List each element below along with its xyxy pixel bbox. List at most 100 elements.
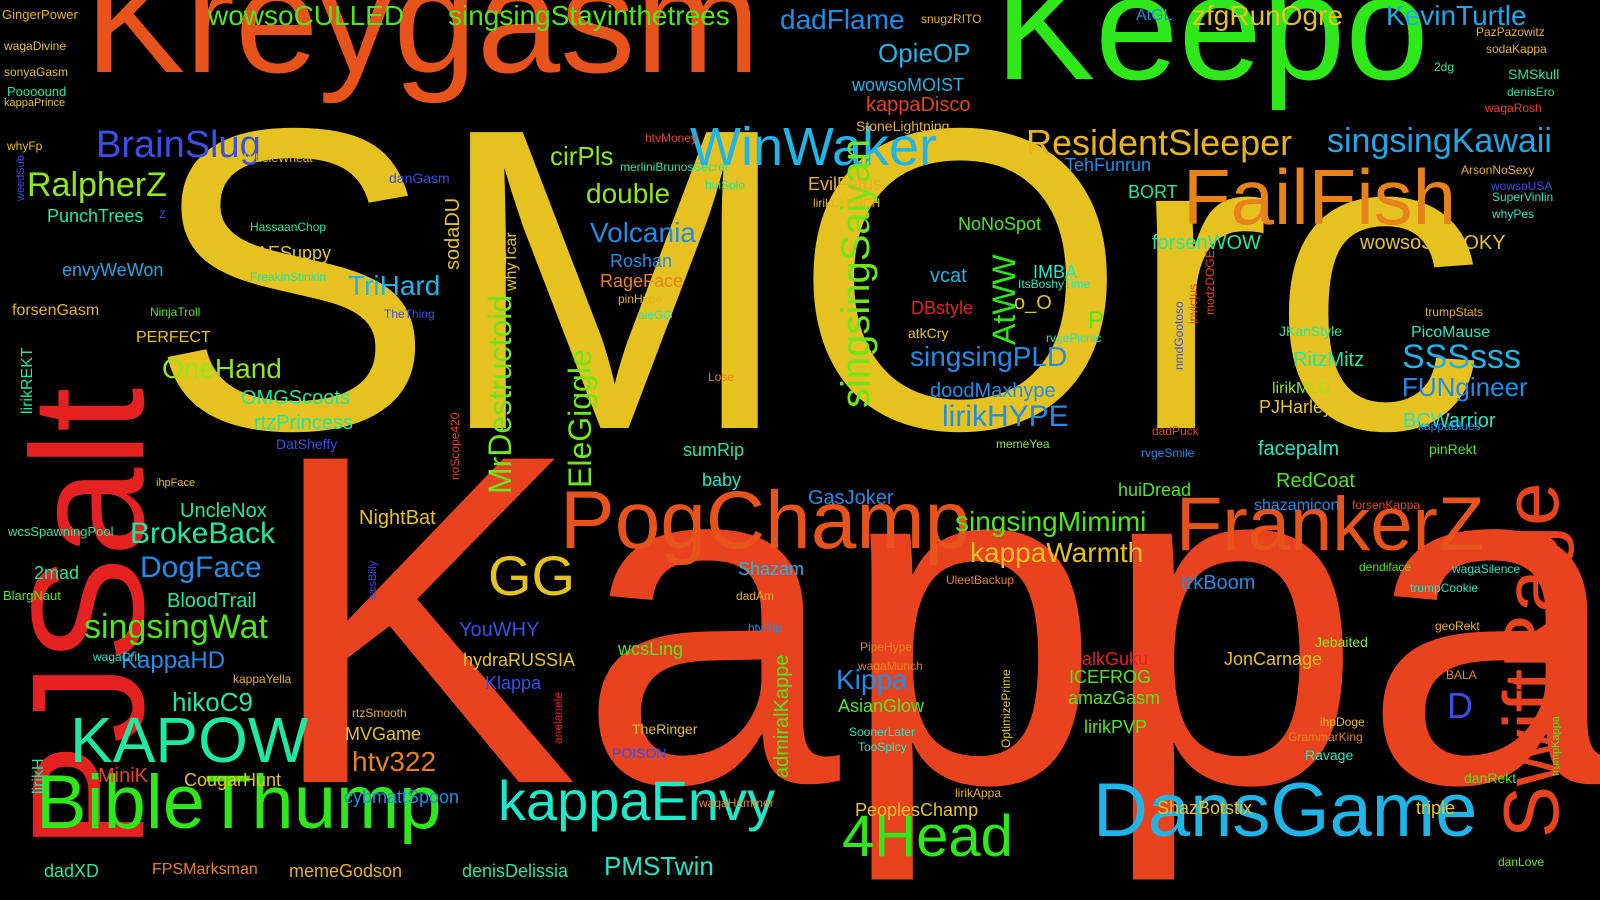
cloud-word: TehFunrun [1065,155,1152,175]
cloud-word: lirikHYPE [942,400,1069,433]
cloud-word: htvRip [748,621,783,635]
cloud-word: dadFlame [780,4,905,35]
cloud-word: PERFECT [136,329,211,346]
cloud-word: IMBA [1033,262,1078,282]
cloud-word: triple [1416,798,1456,818]
cloud-word: GingerPower [2,7,78,22]
cloud-word: Volcania [590,217,696,248]
cloud-word: whyFp [7,139,43,153]
cloud-word: singsingWat [84,608,268,646]
cloud-word: baby [702,470,742,490]
cloud-word: rtzSmooth [352,706,407,720]
cloud-word: huiSolo [705,178,746,192]
cloud-word: cirPls [550,141,614,171]
cloud-word: Jebaited [1315,634,1368,650]
cloud-word: lirikH [30,758,47,794]
cloud-word: PicoMause [1411,324,1491,341]
cloud-word: atkCry [908,325,949,341]
cloud-word: DatSheffy [276,436,338,452]
cloud-word: weedSub [15,155,27,201]
cloud-word: JonCarnage [1224,649,1323,669]
cloud-word: dendiface [1359,560,1412,574]
cloud-word: singsingMimimi [955,506,1147,537]
cloud-word: pinHype [618,292,663,306]
cloud-word: FailFish [1183,153,1457,241]
cloud-word: Lose [708,370,735,384]
cloud-word: PogChamp [560,475,971,566]
cloud-word: WholeWheat [244,151,313,165]
cloud-word: StoneLightning [856,118,950,134]
cloud-word: wagaRosh [1485,101,1542,115]
cloud-word: trumpStats [1425,305,1484,319]
cloud-word: o_O [1014,292,1052,314]
cloud-word: 4Head [842,804,1013,869]
cloud-word: RageFace [600,271,684,291]
cloud-word: denisDelissia [462,861,569,881]
cloud-word: Shazam [738,559,805,579]
cloud-word: KAPOW [70,704,309,776]
cloud-word: OpieOP [878,38,971,68]
cloud-word: danGasm [389,170,450,186]
cloud-word: SoonerLater [849,725,916,739]
cloud-word: DBstyle [911,298,974,318]
cloud-word: hydraRUSSIA [463,650,576,670]
cloud-word: rvgePicnic [1046,331,1102,345]
cloud-word: shazamicon [1254,497,1340,514]
cloud-word: zfgRunOgre [1192,0,1343,31]
cloud-word: kappaEnvy [498,769,776,832]
cloud-word: forsenKappa [1352,498,1421,512]
cloud-word: Klappa [485,673,542,693]
cloud-word: WinWaker [690,117,938,177]
cloud-word: 2mad [34,563,80,583]
cloud-word: kappaYella [233,672,292,686]
cloud-word: admiralKappe [771,654,793,778]
cloud-word: nmdGootoso [1172,301,1186,370]
cloud-word: wcsLing [618,639,684,659]
cloud-word: FUNgineer [1402,372,1528,402]
cloud-word: JKanStyle [1279,323,1343,339]
cloud-word: YouWHY [459,619,540,641]
cloud-word: PJHarley [1259,397,1333,417]
cloud-word: wagaSilence [1452,562,1521,576]
cloud-word: wagaCrit [93,650,141,664]
cloud-word: NinjaTroll [150,305,201,319]
cloud-word: wagaDivine [4,39,67,53]
cloud-word: GrammarKing [1288,730,1363,744]
cloud-word: amazGasm [1068,688,1161,708]
cloud-word: ItsBoshyTime [1018,277,1091,291]
cloud-word: CougarHunt [184,770,282,790]
cloud-word: NightBat [359,507,436,529]
cloud-word: dadXD [44,861,100,881]
cloud-word: MVGame [345,724,422,744]
cloud-word: envyWeWon [62,260,164,280]
cloud-word: TriHard [348,270,441,301]
cloud-word: Ravage [1305,747,1354,763]
cloud-word: AtIvy [296,131,328,147]
cloud-word: P [1088,307,1105,334]
cloud-word: SMSkull [1508,66,1560,82]
cloud-word: OptimizePrime [999,669,1013,748]
cloud-word: DogFace [140,551,262,584]
cloud-word: wagaMunch [858,659,923,673]
cloud-word: memeGodson [289,861,403,881]
cloud-word: DansGame [1093,768,1478,853]
cloud-word: singsingPLD [910,341,1068,372]
cloud-word: vcat [930,265,967,287]
cloud-word: AsianGlow [838,696,925,716]
cloud-word: ShazBotstix [1157,798,1253,818]
cloud-word: Kappa [265,357,1600,882]
cloud-word: lirikAppa [955,786,1002,800]
cloud-word: lirikCLENCH [813,196,881,210]
cloud-word: Z [159,209,166,221]
cloud-word: BrainSlug [96,124,261,166]
cloud-word: 2dg [1434,60,1455,74]
cloud-word: PMSTwin [604,851,714,881]
cloud-word: UleetBackup [946,573,1015,587]
cloud-word: wcsBilly [367,560,379,600]
cloud-word: cybmattSpoon [344,787,460,807]
cloud-word: singsingStayinthetrees [448,0,730,31]
cloud-word: BrokeBack [130,517,276,550]
cloud-word: lirikMLG [1272,380,1331,397]
cloud-word: double [586,178,671,209]
cloud-word: o [728,341,741,366]
